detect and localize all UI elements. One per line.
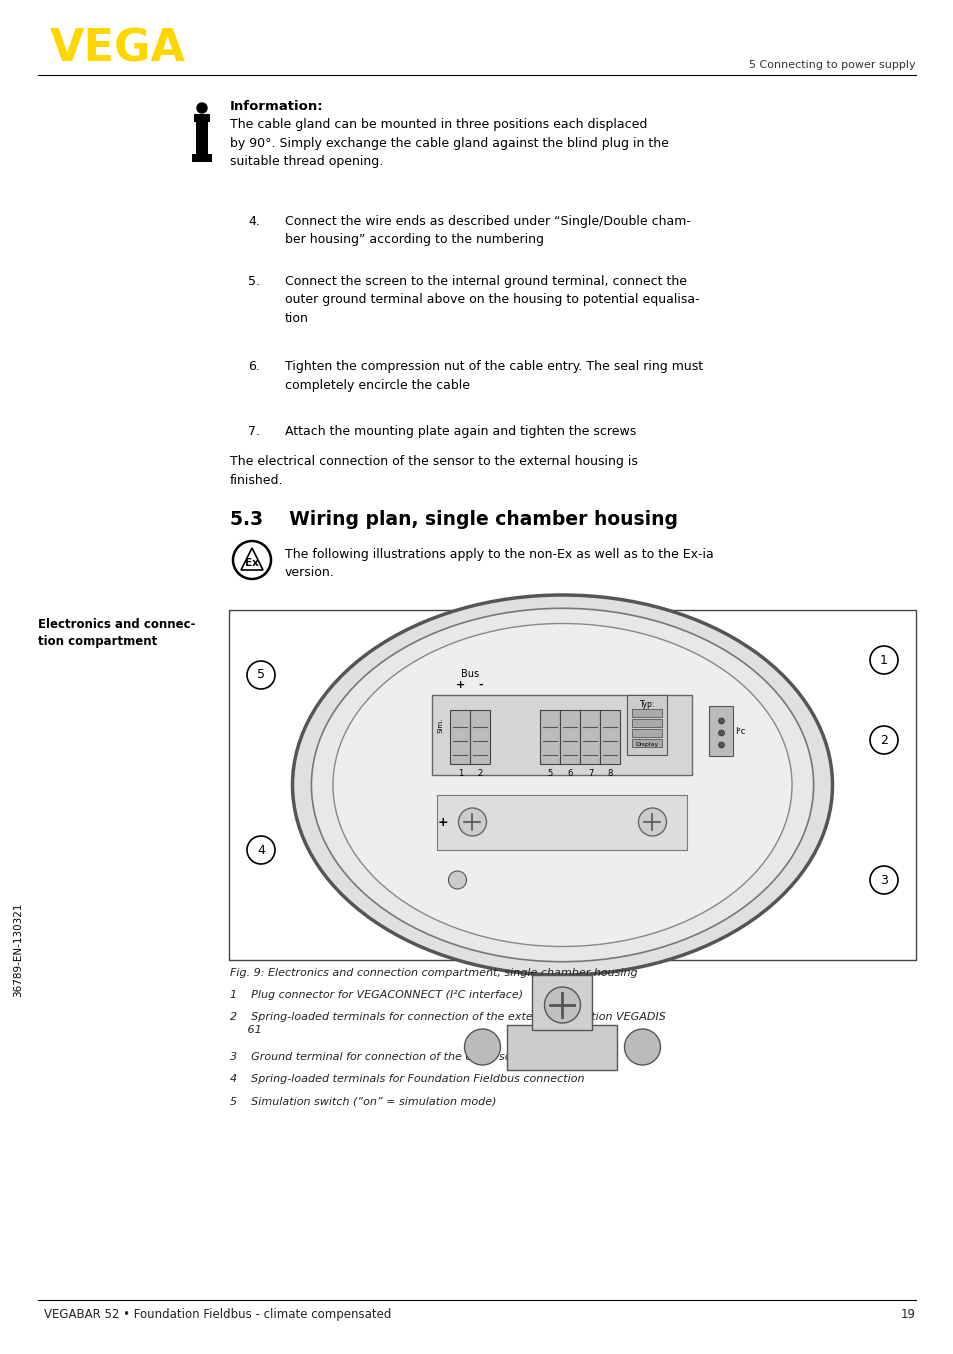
Circle shape <box>448 871 466 890</box>
Circle shape <box>247 835 274 864</box>
Text: Tighten the compression nut of the cable entry. The seal ring must
completely en: Tighten the compression nut of the cable… <box>285 360 702 391</box>
Text: 5.: 5. <box>248 275 260 288</box>
Text: Connect the screen to the internal ground terminal, connect the
outer ground ter: Connect the screen to the internal groun… <box>285 275 699 325</box>
Text: 8: 8 <box>607 769 613 779</box>
FancyBboxPatch shape <box>540 709 560 764</box>
Text: Typ:: Typ: <box>639 700 655 709</box>
Circle shape <box>718 718 723 724</box>
FancyBboxPatch shape <box>632 719 661 727</box>
Text: 3    Ground terminal for connection of the cable screen: 3 Ground terminal for connection of the … <box>230 1052 536 1062</box>
FancyBboxPatch shape <box>632 709 661 718</box>
Circle shape <box>718 730 723 737</box>
FancyBboxPatch shape <box>470 709 490 764</box>
Ellipse shape <box>311 608 813 961</box>
FancyBboxPatch shape <box>193 114 210 122</box>
Ellipse shape <box>333 623 791 946</box>
FancyBboxPatch shape <box>507 1025 617 1070</box>
Text: 5: 5 <box>256 669 265 681</box>
Text: 36789-EN-130321: 36789-EN-130321 <box>13 903 23 998</box>
Text: 7.: 7. <box>248 425 260 437</box>
Text: Ex: Ex <box>245 558 258 567</box>
Text: 6: 6 <box>567 769 573 779</box>
Text: 4.: 4. <box>248 215 259 227</box>
Circle shape <box>869 726 897 754</box>
Text: Electronics and connec-
tion compartment: Electronics and connec- tion compartment <box>38 617 195 649</box>
FancyBboxPatch shape <box>192 154 212 162</box>
Text: +: + <box>436 815 447 829</box>
Circle shape <box>869 867 897 894</box>
FancyBboxPatch shape <box>632 739 661 747</box>
Circle shape <box>196 103 207 112</box>
FancyBboxPatch shape <box>195 121 208 158</box>
FancyBboxPatch shape <box>229 611 915 960</box>
Text: 4: 4 <box>256 844 265 857</box>
FancyBboxPatch shape <box>709 705 733 756</box>
Text: Attach the mounting plate again and tighten the screws: Attach the mounting plate again and tigh… <box>285 425 636 437</box>
FancyBboxPatch shape <box>532 975 592 1030</box>
Text: 3: 3 <box>879 873 887 887</box>
Circle shape <box>247 661 274 689</box>
Circle shape <box>718 742 723 747</box>
Text: Fig. 9: Electronics and connection compartment, single chamber housing: Fig. 9: Electronics and connection compa… <box>230 968 637 978</box>
Text: Information:: Information: <box>230 100 323 112</box>
FancyBboxPatch shape <box>632 728 661 737</box>
Text: The electrical connection of the sensor to the external housing is
finished.: The electrical connection of the sensor … <box>230 455 638 486</box>
FancyBboxPatch shape <box>432 695 692 774</box>
Text: 7: 7 <box>587 769 593 779</box>
Text: 4    Spring-loaded terminals for Foundation Fieldbus connection: 4 Spring-loaded terminals for Foundation… <box>230 1074 584 1085</box>
Text: 5 Connecting to power supply: 5 Connecting to power supply <box>749 60 915 70</box>
Text: Bus: Bus <box>461 669 479 678</box>
Circle shape <box>869 646 897 674</box>
Text: Sim.: Sim. <box>437 718 443 733</box>
Text: 5    Simulation switch (“on” = simulation mode): 5 Simulation switch (“on” = simulation m… <box>230 1095 496 1106</box>
Text: 1: 1 <box>879 654 887 666</box>
FancyBboxPatch shape <box>437 795 687 850</box>
Circle shape <box>624 1029 659 1066</box>
Text: 19: 19 <box>900 1308 915 1322</box>
Text: VEGA: VEGA <box>50 28 186 70</box>
FancyBboxPatch shape <box>579 709 599 764</box>
Text: I²c: I²c <box>735 727 745 735</box>
FancyBboxPatch shape <box>450 709 470 764</box>
Text: 1: 1 <box>457 769 462 779</box>
Text: 5: 5 <box>547 769 553 779</box>
Text: The following illustrations apply to the non-Ex as well as to the Ex-ia
version.: The following illustrations apply to the… <box>285 548 713 580</box>
Circle shape <box>544 987 579 1024</box>
FancyBboxPatch shape <box>627 695 667 756</box>
Circle shape <box>638 808 666 835</box>
Ellipse shape <box>293 594 832 975</box>
Text: -: - <box>477 680 482 691</box>
Text: +: + <box>456 680 465 691</box>
Text: 2: 2 <box>477 769 482 779</box>
Text: 2: 2 <box>879 734 887 746</box>
FancyBboxPatch shape <box>599 709 619 764</box>
Text: Connect the wire ends as described under “Single/Double cham-
ber housing” accor: Connect the wire ends as described under… <box>285 215 690 246</box>
Text: 1    Plug connector for VEGACONNECT (I²C interface): 1 Plug connector for VEGACONNECT (I²C in… <box>230 990 522 1001</box>
Text: The cable gland can be mounted in three positions each displaced
by 90°. Simply : The cable gland can be mounted in three … <box>230 118 668 168</box>
Text: VEGABAR 52 • Foundation Fieldbus - climate compensated: VEGABAR 52 • Foundation Fieldbus - clima… <box>44 1308 391 1322</box>
Text: 6.: 6. <box>248 360 259 372</box>
Circle shape <box>458 808 486 835</box>
Circle shape <box>464 1029 500 1066</box>
Text: Display: Display <box>636 742 659 747</box>
Text: 2    Spring-loaded terminals for connection of the external indication VEGADIS
 : 2 Spring-loaded terminals for connection… <box>230 1011 665 1036</box>
Text: 5.3    Wiring plan, single chamber housing: 5.3 Wiring plan, single chamber housing <box>230 510 678 529</box>
FancyBboxPatch shape <box>560 709 579 764</box>
